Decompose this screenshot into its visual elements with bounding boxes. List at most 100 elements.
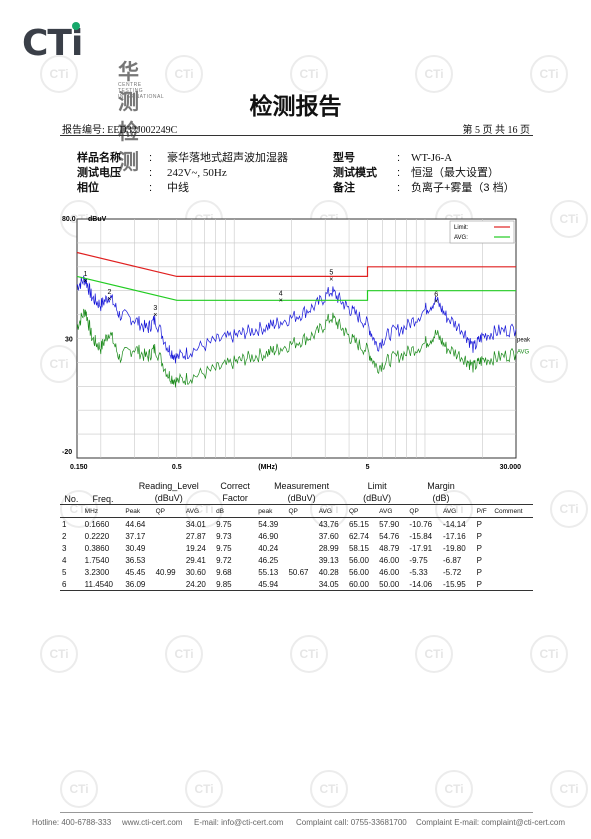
table-cell: 58.15 [348,543,369,553]
table-cell: 46.00 [379,555,400,565]
y-bottom-label: -20 [62,449,72,456]
x-tick-label: 30.000 [500,464,522,471]
x-tick-label: 0.5 [172,464,182,471]
table-header-row: No. Freq. Reading_Level Correct Measurement L… [60,480,533,504]
table-unit-cell: AVG [185,507,200,515]
info-colon: : [149,152,153,164]
logo-english-name: CENTRE TESTING INTERNATIONAL [118,82,165,100]
table-cell [154,542,184,554]
watermark-logo: CTi [530,345,568,383]
footer-complaint-email: Complaint E-mail: complaint@cti-cert.com [416,818,566,827]
peak-marker-label: 5 [329,269,333,276]
table-cell: 62.74 [348,531,369,541]
table-cell: 46.25 [258,555,279,565]
footer-divider [60,812,533,813]
y-mid-label: 30 [65,337,73,344]
table-cell: 40.24 [258,543,279,553]
table-cell: 9.75 [216,519,232,529]
table-cell: -5.33 [409,567,428,577]
table-cell: 40.28 [318,567,339,577]
table-header-cell: Reading_Level [138,481,199,491]
table-header-cell: Freq. [92,494,114,504]
table-cell: 3 [62,543,67,553]
table-cell: 57.90 [379,519,400,529]
watermark-logo: CTi [290,55,328,93]
table-cell: 30.49 [125,543,146,553]
table-cell: 0.1660 [84,519,110,529]
info-value: 负离子+雾量（3 档） [411,182,515,194]
series-label-peak: peak [517,338,531,344]
logo-cti-text: CTi [22,23,83,64]
table-unit-cell: peak [258,507,273,515]
info-colon: : [149,182,153,194]
table-cell [286,518,316,531]
table-row: 6 11.4540 36.09 24.20 9.85 45.94 34.05 60.00 50.… [60,578,533,591]
table-cell: 34.01 [185,519,206,529]
peak-marker-x: × [279,298,283,305]
peak-marker-x: × [107,296,111,303]
watermark-logo: CTi [165,55,203,93]
info-value: 中线 [167,182,189,194]
table-cell: 44.64 [125,519,146,529]
table-header-row: (dBuV) Factor (dBuV) (dBuV) (dB) [60,492,533,505]
info-value: 恒湿（最大设置） [411,167,499,179]
company-logo: CTi 华测检测 CENTRE TESTING INTERNATIONAL [22,22,164,174]
table-cell: 40.99 [155,567,176,577]
table-cell: -10.76 [409,519,433,529]
table-cell: -17.16 [442,531,466,541]
x-tick-label: 5 [366,464,370,471]
table-cell: 60.00 [348,579,369,589]
peak-marker-x: × [153,312,157,319]
watermark-logo: CTi [60,770,98,808]
measurement-table: No. Freq. Reading_Level Correct Measurement L… [60,480,533,591]
info-colon: : [397,167,401,179]
table-cell: 30.60 [185,567,206,577]
table-cell: 45.45 [125,567,146,577]
peak-marker-x: × [329,276,333,283]
peak-trace [76,275,517,364]
table-cell: 46.90 [258,531,279,541]
watermark-logo: CTi [550,770,588,808]
watermark-logo: CTi [310,770,348,808]
table-unit-cell: QP [288,507,298,515]
info-colon: : [397,182,401,194]
footer-email: E-mail: info@cti-cert.com [194,818,284,827]
table-cell [286,578,316,591]
watermark-logo: CTi [435,770,473,808]
table-cell: 19.24 [185,543,206,553]
table-cell: 9.68 [216,567,232,577]
table-cell: 27.87 [185,531,206,541]
peak-marker-label: 1 [83,271,87,278]
watermark-logo: CTi [310,490,348,528]
table-cell: 1.7540 [84,555,110,565]
table-units-row: MHz Peak QP AVG dB peak QP AVG QP AVG QP AVG P/F Comm… [60,504,533,518]
table-cell: 34.05 [318,579,339,589]
table-cell: -5.72 [442,567,462,577]
peak-marker-label: 3 [153,305,157,312]
info-label: 测试模式 [333,167,377,179]
legend-label-avg: AVG: [454,235,468,241]
table-unit-cell: MHz [84,507,99,515]
info-row: 相位 : 中线 备注 : 负离子+雾量（3 档） [77,181,517,196]
table-cell [492,566,533,578]
table-cell [286,542,316,554]
peak-marker-x: × [83,278,87,285]
table-row: 1 0.1660 44.64 34.01 9.75 54.39 43.76 65.15 57.9… [60,518,533,531]
legend-label-limit: Limit: [454,225,469,231]
table-cell: 56.00 [348,567,369,577]
peak-marker-label: 2 [108,289,112,296]
y-top-label: 80.0 [62,216,76,223]
footer-hotline: Hotline: 400-6788-333 [32,818,112,827]
logo-chinese-name: 华测检测 [118,61,142,174]
table-cell: P [476,543,482,553]
watermark-logo: CTi [185,770,223,808]
table-cell: 0.2220 [84,531,110,541]
watermark-logo: CTi [60,490,98,528]
table-cell: 36.09 [125,579,146,589]
table-cell: 54.76 [379,531,400,541]
table-unit-cell [60,505,83,518]
footer-complaint-call: Complaint call: 0755-33681700 [296,818,407,827]
table-cell: P [476,555,482,565]
table-cell: 37.17 [125,531,146,541]
